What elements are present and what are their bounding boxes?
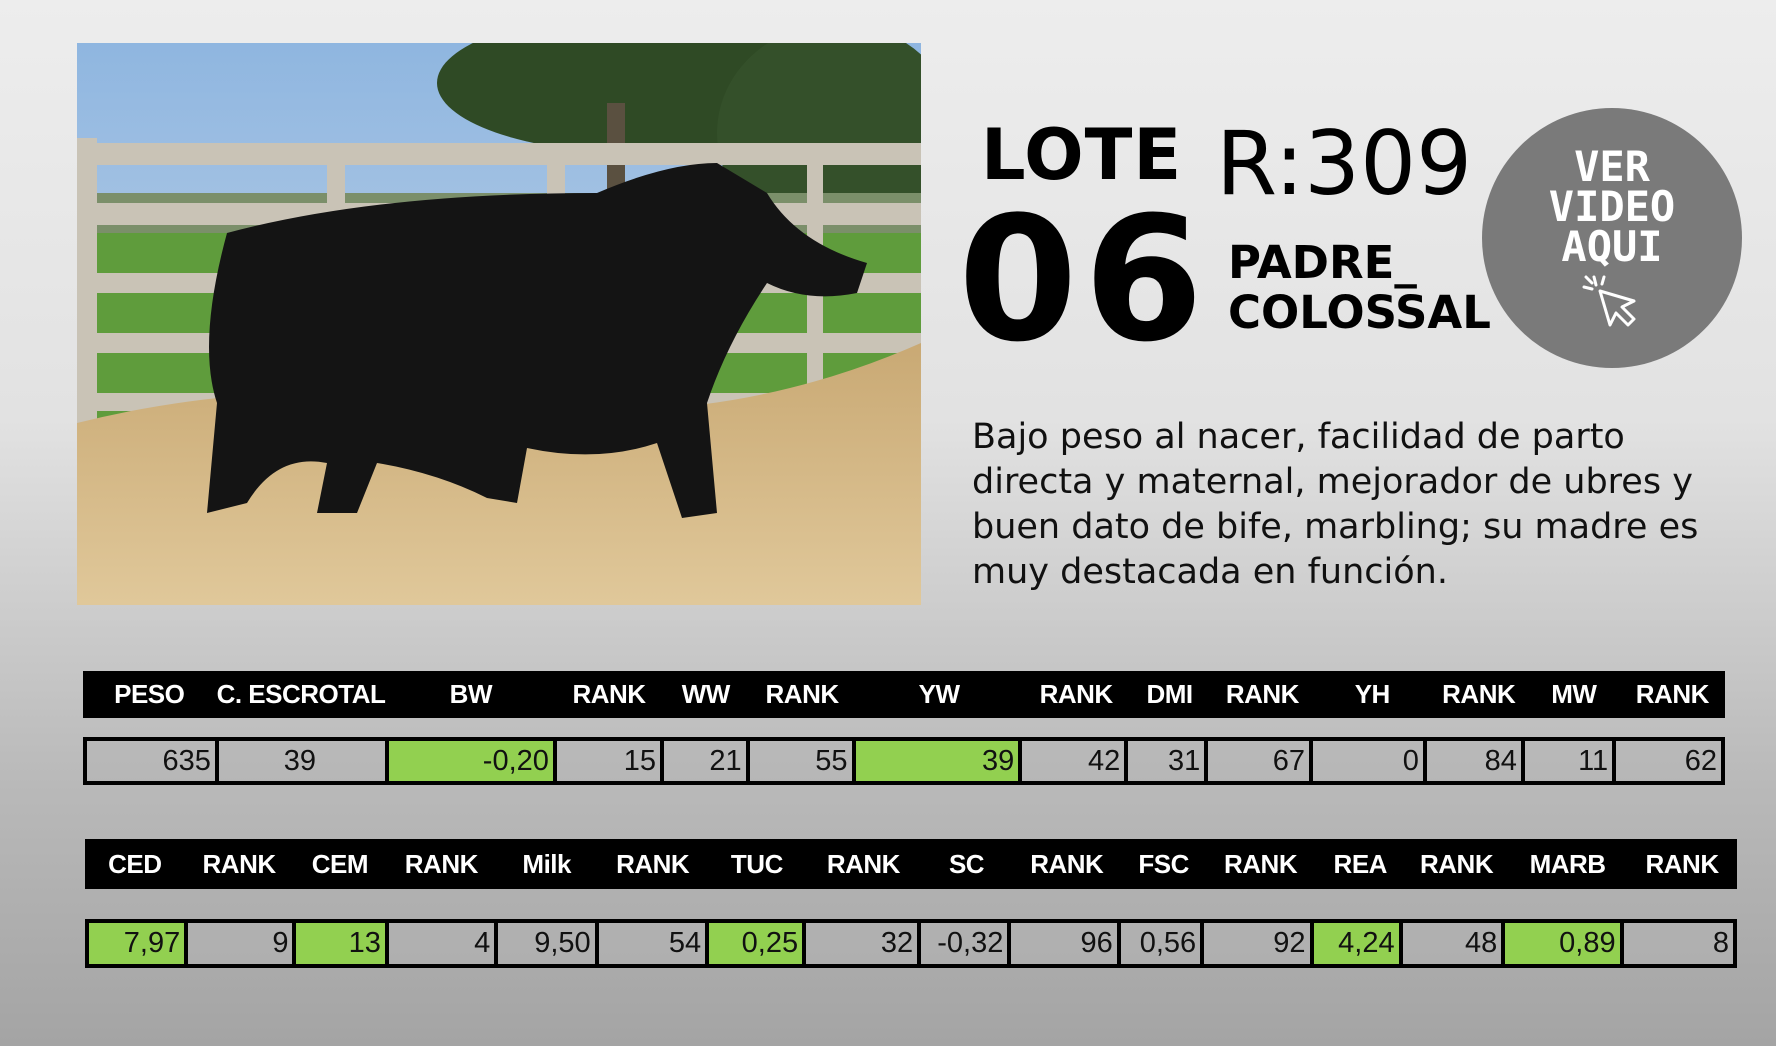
header-cell: FSC <box>1138 848 1189 879</box>
header-cell: BW <box>449 679 493 709</box>
value-cell: 4 <box>389 923 499 964</box>
cursor-click-icon <box>1582 275 1636 327</box>
sire-line-2: COLOSSAL <box>1228 286 1491 339</box>
bull-photo <box>77 43 921 605</box>
header-cell: Milk <box>522 848 571 879</box>
value-cell: 15 <box>557 741 664 781</box>
header-cell: RANK <box>1223 848 1298 879</box>
value-cell: 8 <box>1712 927 1729 959</box>
video-button-line-3: AQUI <box>1561 222 1663 271</box>
value-cell: 55 <box>750 741 856 781</box>
header-cell: RANK <box>1225 679 1300 709</box>
header-cell: PESO <box>114 679 185 709</box>
sire-line-1: PADRE_ <box>1228 236 1417 289</box>
value-cell: 67 <box>1208 741 1314 781</box>
header-cell: RANK <box>1635 679 1710 709</box>
header-cell: RANK <box>616 848 690 879</box>
value-cell: 84 <box>1427 741 1525 781</box>
lot-description: Bajo peso al nacer, facilidad de parto d… <box>972 417 1699 592</box>
header-cell: YH <box>1354 679 1391 709</box>
value-cell: 11 <box>1525 741 1617 781</box>
header-cell: CEM <box>311 848 369 879</box>
value-cell: 635 <box>87 741 219 781</box>
header-cell: RANK <box>1420 848 1494 879</box>
value-cell: 21 <box>664 741 750 781</box>
sire-name: PADRE_ COLOSSAL <box>1228 238 1491 338</box>
value-cell: 92 <box>1204 923 1314 964</box>
value-cell: 0,25 <box>709 923 807 964</box>
value-cell: 0,56 <box>1121 923 1205 964</box>
header-cell: RANK <box>1039 679 1114 709</box>
registration-number: R:309 <box>1216 112 1473 215</box>
header-cell: RANK <box>202 848 277 879</box>
value-cell: 39 <box>855 741 1023 781</box>
header-cell: DMI <box>1146 679 1193 709</box>
video-button-line-2: VIDEO <box>1548 182 1676 231</box>
watch-video-button[interactable]: VER VIDEO AQUI <box>1482 108 1742 368</box>
header-cell: SC <box>948 848 985 879</box>
header-cell: C. ESCROTAL <box>216 679 386 709</box>
value-cell: 62 <box>1684 744 1717 777</box>
value-cell: 9 <box>188 923 297 964</box>
table1-header: PESO C. ESCROTAL BW RANK WW RANK YW RANK DMI RANK… <box>83 671 1725 718</box>
header-cell: RANK <box>765 679 840 709</box>
header-cell: WW <box>681 679 731 709</box>
value-cell: 4,24 <box>1313 923 1403 964</box>
header-cell: MW <box>1551 679 1597 709</box>
header-cell: RANK <box>826 848 901 879</box>
value-cell: 39 <box>219 741 389 781</box>
table2-values: 7,97 9 13 4 9,50 54 0,25 32 -0,32 96 0,56 92 4,24 48 0… <box>85 919 1737 968</box>
value-cell: -0,32 <box>921 923 1012 964</box>
value-cell: 48 <box>1403 923 1506 964</box>
value-cell: 31 <box>1128 741 1209 781</box>
header-cell: RANK <box>1030 848 1104 879</box>
value-cell: 96 <box>1011 923 1121 964</box>
header-cell: CED <box>108 848 162 879</box>
table2-header: CED RANK CEM RANK Milk RANK TUC RANK SC RANK FSC RA… <box>85 839 1737 889</box>
value-cell: 54 <box>599 923 710 964</box>
value-cell: 13 <box>296 923 389 964</box>
lot-label: LOTE <box>981 114 1183 196</box>
value-cell: 9,50 <box>498 923 599 964</box>
value-cell: 7,97 <box>89 923 189 964</box>
lot-number: 06 <box>958 179 1210 380</box>
header-cell: YW <box>918 679 960 709</box>
table1-values: 635 39 -0,20 15 21 55 39 42 31 67 0 84 11 62 <box>83 737 1725 785</box>
header-cell: REA <box>1333 848 1388 879</box>
value-cell: 42 <box>1022 741 1129 781</box>
value-cell: 32 <box>806 923 922 964</box>
header-cell: RANK <box>404 848 479 879</box>
value-cell: 0,89 <box>1505 923 1624 964</box>
value-cell: -0,20 <box>389 741 557 781</box>
video-button-line-1: VER <box>1574 142 1650 191</box>
header-cell: MARB <box>1529 848 1606 879</box>
value-cell: 0 <box>1313 741 1427 781</box>
header-cell: RANK <box>1442 679 1516 709</box>
header-cell: RANK <box>572 679 646 709</box>
header-cell: RANK <box>1645 848 1719 879</box>
header-cell: TUC <box>730 848 783 879</box>
